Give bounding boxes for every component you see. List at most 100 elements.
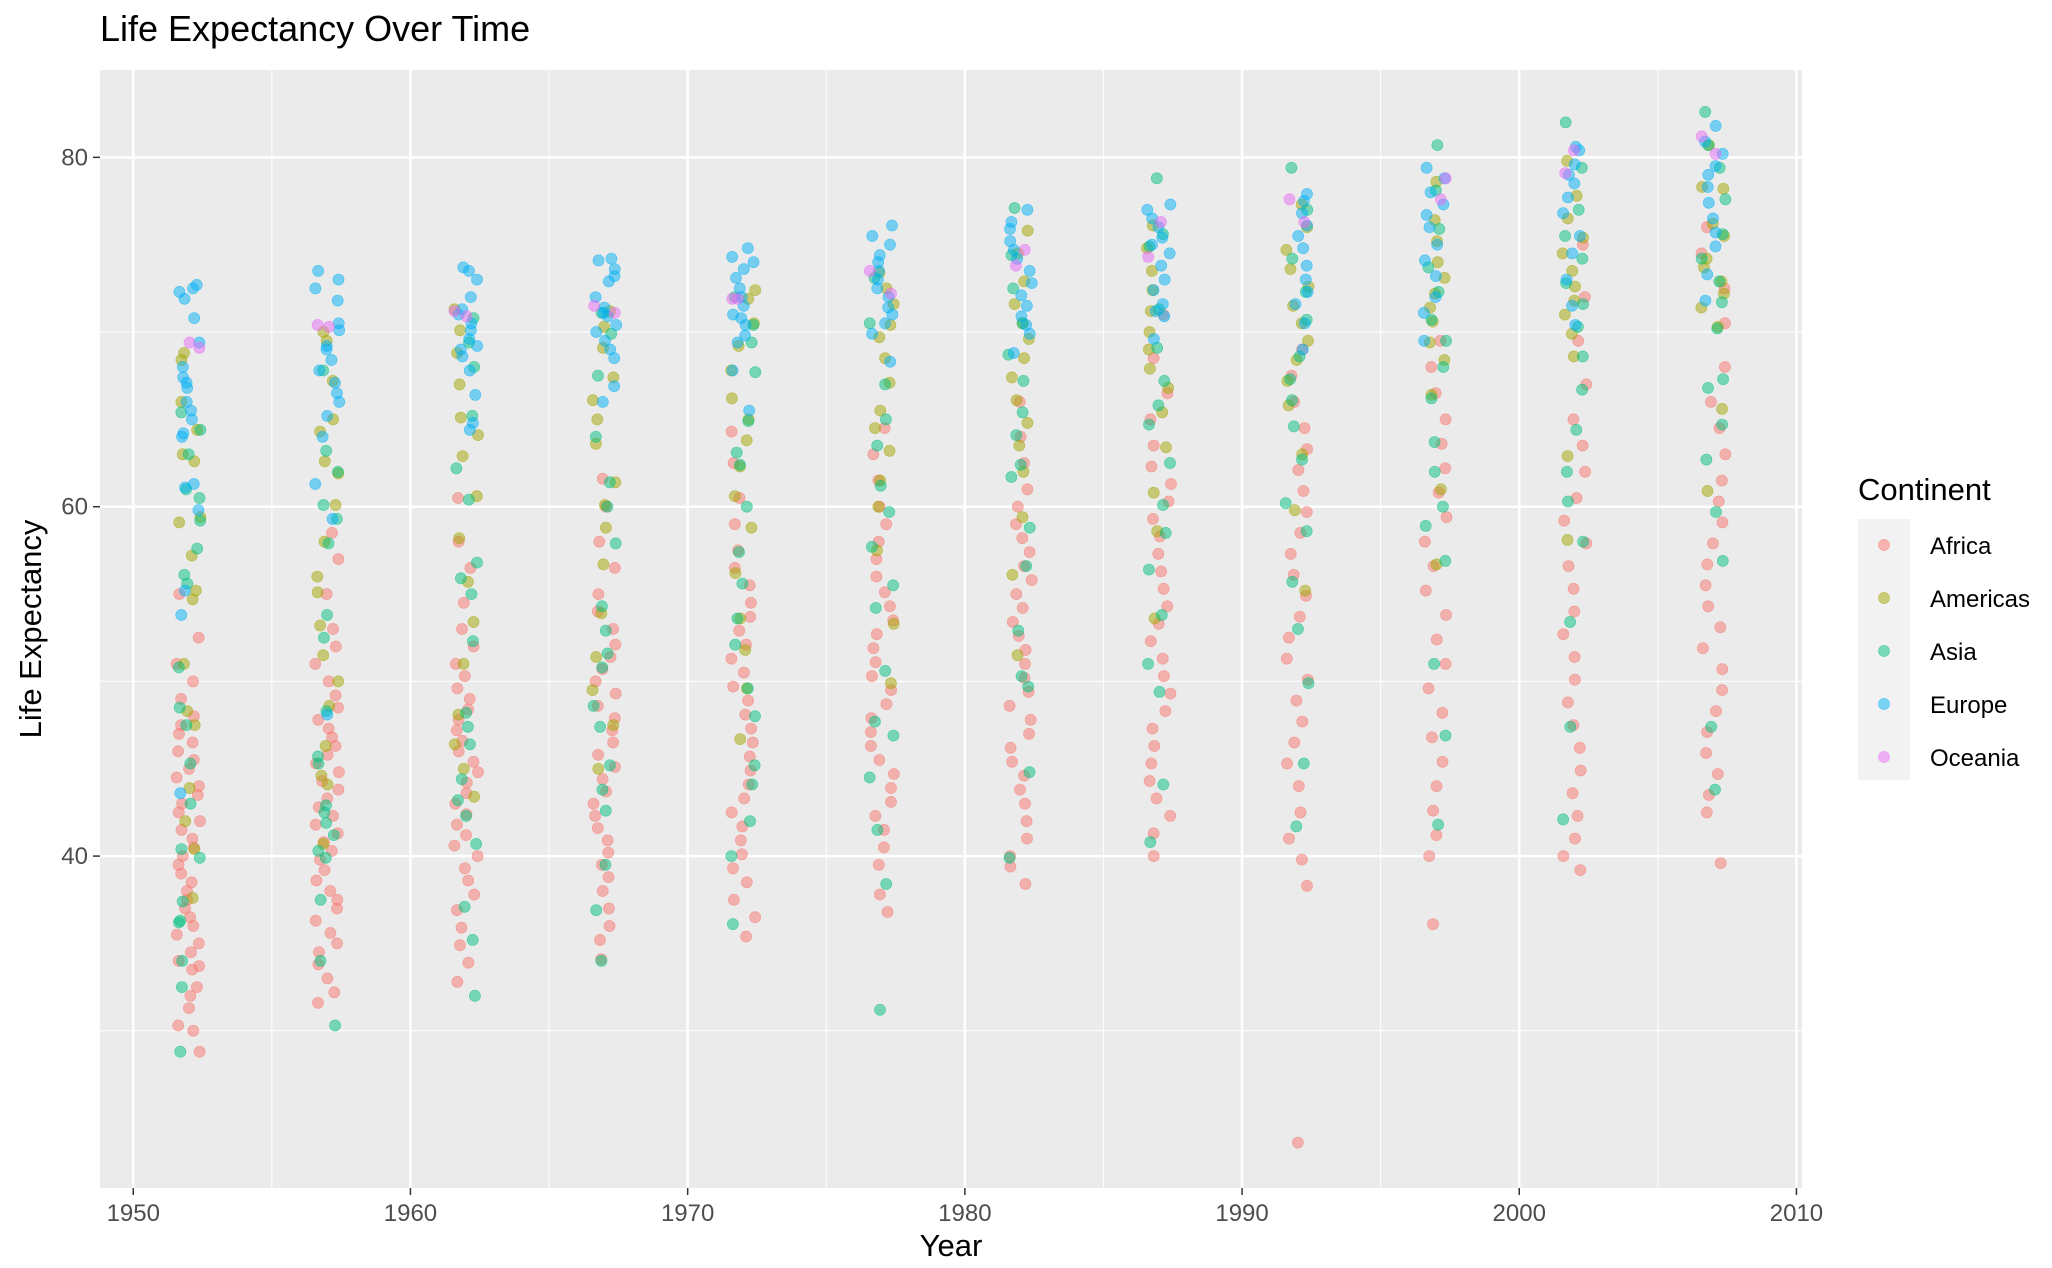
point-europe <box>1156 298 1169 310</box>
point-africa <box>1430 780 1443 793</box>
point-asia <box>1440 334 1452 347</box>
point-asia <box>1150 172 1163 185</box>
point-oceania <box>1559 167 1572 179</box>
point-asia <box>193 492 206 504</box>
point-asia <box>1300 525 1313 538</box>
point-europe <box>739 329 751 342</box>
point-europe <box>1005 216 1018 228</box>
point-europe <box>188 312 201 324</box>
point-americas <box>319 740 332 752</box>
point-africa <box>1716 663 1729 676</box>
point-asia <box>1157 499 1169 511</box>
point-asia <box>1143 563 1155 576</box>
point-asia <box>742 415 755 427</box>
point-africa <box>1574 764 1587 777</box>
x-tick-label: 1960 <box>384 1200 437 1227</box>
point-europe <box>592 254 605 267</box>
point-asia <box>467 635 479 648</box>
point-americas <box>1559 308 1571 321</box>
point-americas <box>1716 402 1728 415</box>
point-asia <box>1023 521 1036 534</box>
point-europe <box>1709 160 1722 172</box>
point-europe <box>866 230 879 242</box>
point-asia <box>1577 298 1589 310</box>
point-europe <box>1158 310 1171 323</box>
point-europe <box>610 319 623 331</box>
point-africa <box>1562 696 1574 709</box>
point-europe <box>1292 230 1305 242</box>
point-asia <box>879 665 892 677</box>
point-asia <box>454 572 467 585</box>
point-europe <box>1568 177 1581 190</box>
point-africa <box>322 722 335 735</box>
plot-panel <box>100 70 1802 1188</box>
point-africa <box>1023 546 1036 558</box>
point-asia <box>1576 350 1589 363</box>
point-africa <box>1711 768 1724 780</box>
point-africa <box>452 492 464 504</box>
point-africa <box>609 687 622 700</box>
point-oceania <box>608 306 621 319</box>
point-europe <box>1431 238 1444 251</box>
point-asia <box>460 706 472 719</box>
y-tick-label: 80 <box>61 144 88 171</box>
point-asia <box>1699 106 1712 118</box>
point-africa <box>1699 579 1712 592</box>
y-axis: 40 60 80 <box>61 144 100 870</box>
point-europe <box>1420 209 1433 221</box>
point-africa <box>603 902 615 915</box>
point-africa <box>170 771 183 784</box>
point-africa <box>1571 810 1584 822</box>
point-asia <box>1286 252 1299 265</box>
point-asia <box>1287 420 1300 433</box>
point-europe <box>320 340 333 352</box>
y-tick-label: 40 <box>61 843 88 870</box>
point-africa <box>332 766 345 779</box>
point-asia <box>1425 313 1438 326</box>
point-asia <box>731 612 744 625</box>
point-africa <box>472 766 484 779</box>
point-africa <box>1700 747 1713 759</box>
point-europe <box>176 361 189 373</box>
point-africa <box>594 934 606 946</box>
point-asia <box>471 556 483 569</box>
point-africa <box>1280 652 1293 665</box>
point-europe <box>1289 298 1302 310</box>
point-africa <box>865 726 877 738</box>
point-africa <box>1558 514 1571 527</box>
point-asia <box>465 588 478 600</box>
point-asia <box>863 317 876 330</box>
point-europe <box>886 219 898 232</box>
point-asia <box>603 476 616 489</box>
point-asia <box>317 631 330 644</box>
point-africa <box>187 675 199 688</box>
point-oceania <box>1434 193 1447 206</box>
point-asia <box>450 462 463 475</box>
point-africa <box>744 610 757 623</box>
point-africa <box>740 930 752 943</box>
point-africa <box>878 586 891 599</box>
point-europe <box>466 416 479 429</box>
point-europe <box>326 513 339 525</box>
point-europe <box>1423 221 1436 234</box>
point-europe <box>1699 294 1712 307</box>
point-americas <box>1299 584 1312 597</box>
data-points <box>170 106 1732 1149</box>
point-africa <box>471 850 484 862</box>
point-africa <box>1574 864 1587 876</box>
point-asia <box>320 444 333 457</box>
point-oceania <box>885 287 897 300</box>
point-europe <box>192 504 205 517</box>
point-asia <box>1284 373 1296 386</box>
point-africa <box>460 829 472 841</box>
point-asia <box>887 729 900 742</box>
point-africa <box>602 871 615 883</box>
point-europe <box>727 308 739 321</box>
point-europe <box>464 291 477 303</box>
point-americas <box>729 567 742 579</box>
point-africa <box>309 658 322 670</box>
point-asia <box>1142 658 1154 670</box>
point-europe <box>187 478 200 490</box>
point-africa <box>192 937 205 950</box>
point-americas <box>607 719 620 731</box>
